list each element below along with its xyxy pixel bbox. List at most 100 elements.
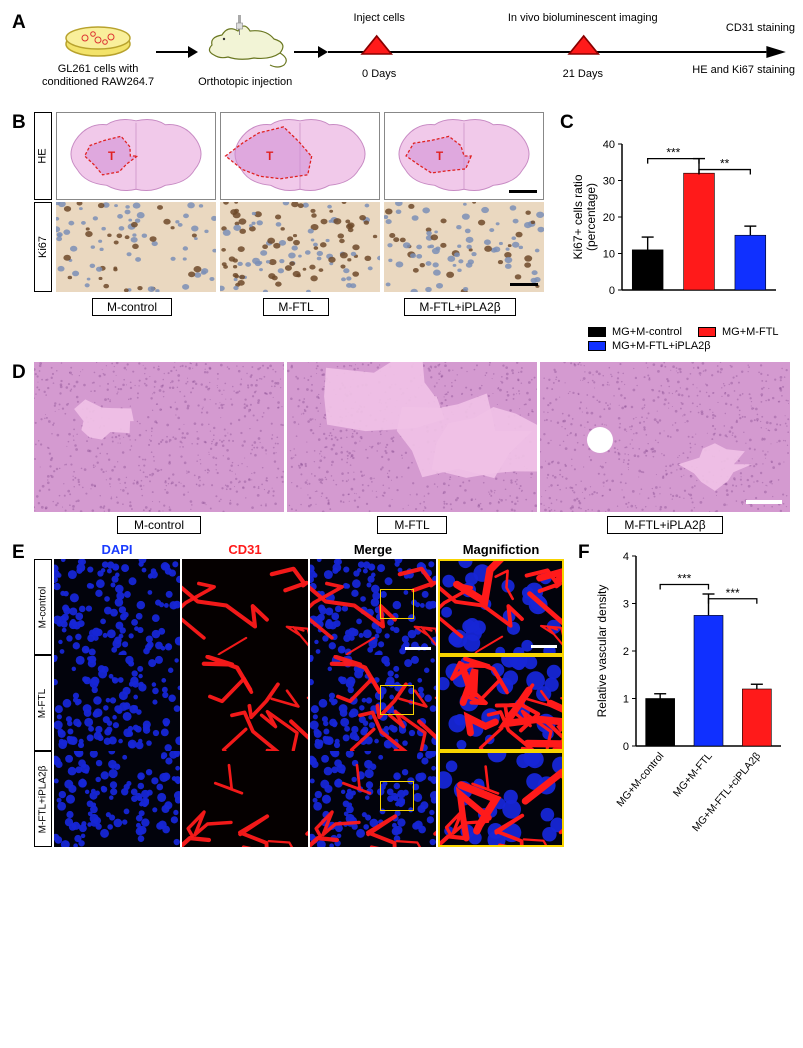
col-label: M-control <box>117 516 201 534</box>
zoom-box <box>380 685 414 715</box>
cd31-image <box>182 559 308 655</box>
svg-text:**: ** <box>720 157 730 171</box>
panel-f-chart: 0 1 2 3 4 Relative vascular density MG+M-contr… <box>592 542 787 842</box>
dapi-image <box>54 559 180 655</box>
zoom-box <box>380 781 414 811</box>
panel-e-row: M-FTL+iPLA2β <box>34 751 572 847</box>
svg-text:T: T <box>266 150 274 163</box>
legend-label: MG+M-FTL+iPLA2β <box>612 340 711 352</box>
svg-text:Relative vascular density: Relative vascular density <box>595 585 609 718</box>
he-necrosis-image <box>34 362 284 512</box>
panel-e: E DAPI CD31 Merge Magnifiction M-control… <box>12 542 572 847</box>
svg-text:4: 4 <box>623 551 629 563</box>
dapi-image <box>54 751 180 847</box>
petri-dish: GL261 cells withconditioned RAW264.7 <box>42 16 154 87</box>
svg-text:20: 20 <box>603 212 615 224</box>
panel-f-letter: F <box>578 542 590 564</box>
svg-text:Ki67+ cells ratio(percentage): Ki67+ cells ratio(percentage) <box>571 174 598 259</box>
dish-label: GL261 cells withconditioned RAW264.7 <box>42 63 154 87</box>
scalebar-icon <box>509 190 537 193</box>
timeline-right-top: CD31 staining <box>726 22 795 34</box>
he-image: T <box>384 112 544 200</box>
svg-text:2: 2 <box>623 646 629 658</box>
panel-d-letter: D <box>12 362 26 384</box>
col-header: CD31 <box>182 542 308 557</box>
timeline-right-bottom: HE and Ki67 staining <box>692 64 795 76</box>
panel-a-content: GL261 cells withconditioned RAW264.7 <box>42 12 791 92</box>
panel-c-letter: C <box>560 112 574 134</box>
panel-d-col-labels: M-control M-FTL M-FTL+iPLA2β <box>34 516 791 534</box>
svg-text:30: 30 <box>603 176 615 188</box>
scalebar-icon <box>531 645 557 648</box>
svg-text:T: T <box>108 150 116 163</box>
panel-b: B HE T T T Ki67 <box>12 112 552 316</box>
he-necrosis-image <box>540 362 790 512</box>
svg-text:1: 1 <box>623 694 629 706</box>
timeline: Inject cells 0 Days In vivo bioluminesce… <box>328 12 791 92</box>
magnification-image <box>438 559 564 655</box>
he-image: T <box>56 112 216 200</box>
svg-text:MG+M-control: MG+M-control <box>614 750 666 809</box>
panel-a: A GL261 cells withconditioned RAW264.7 <box>12 12 791 102</box>
ki67-image <box>220 202 380 292</box>
svg-text:0: 0 <box>609 285 615 297</box>
panel-e-row: M-control <box>34 559 572 655</box>
panel-d: D M-control M-FTL M-FTL+iPLA2β <box>12 362 791 534</box>
panel-b-row-ki67: Ki67 <box>34 202 552 292</box>
row-label: M-FTL+iPLA2β <box>34 751 52 847</box>
arrow-icon <box>292 42 328 62</box>
panel-e-row: M-FTL <box>34 655 572 751</box>
col-label: M-FTL+iPLA2β <box>607 516 722 534</box>
cd31-image <box>182 655 308 751</box>
he-necrosis-image <box>287 362 537 512</box>
col-label: M-FTL <box>377 516 446 534</box>
svg-text:***: *** <box>677 572 691 586</box>
timeline-inject-label: Inject cells <box>353 12 404 24</box>
panel-b-letter: B <box>12 112 26 134</box>
svg-text:MG+M-FTL: MG+M-FTL <box>671 750 715 799</box>
dapi-image <box>54 655 180 751</box>
mouse-icon <box>200 15 290 71</box>
timeline-inject-sub: 0 Days <box>362 68 396 80</box>
petri-dish-icon <box>63 16 133 58</box>
magnification-image <box>438 751 564 847</box>
merge-image <box>310 655 436 751</box>
row-label: M-control <box>34 559 52 655</box>
col-header: DAPI <box>54 542 180 557</box>
col-label: M-FTL+iPLA2β <box>404 298 515 316</box>
panel-b-row-he: HE T T T <box>34 112 552 200</box>
panel-c-legend: MG+M-control MG+M-FTL MG+M-FTL+iPLA2β <box>588 326 790 352</box>
timeline-imaging-sub: 21 Days <box>563 68 603 80</box>
he-image: T <box>220 112 380 200</box>
mouse-label: Orthotopic injection <box>198 76 292 88</box>
arrow-icon <box>154 42 198 62</box>
ki67-image <box>384 202 544 292</box>
panel-a-letter: A <box>12 12 26 34</box>
timeline-svg <box>328 12 791 92</box>
legend-label: MG+M-FTL <box>722 326 779 338</box>
scalebar-icon <box>510 283 538 286</box>
svg-text:0: 0 <box>623 741 629 753</box>
magnification-image <box>438 655 564 751</box>
panel-b-col-labels: M-control M-FTL M-FTL+iPLA2β <box>52 298 552 316</box>
svg-text:3: 3 <box>623 599 629 611</box>
scalebar-icon <box>405 647 431 650</box>
col-header: Merge <box>310 542 436 557</box>
col-label: M-FTL <box>263 298 328 316</box>
svg-text:T: T <box>436 150 444 163</box>
legend-label: MG+M-control <box>612 326 682 338</box>
svg-text:***: *** <box>666 146 680 160</box>
panel-f: F 0 1 2 3 4 Relative vascular density MG+M-con… <box>578 542 788 842</box>
panel-c-chart: 0 10 20 30 40 Ki67+ cells ratio(percentage) **… <box>574 112 784 322</box>
cd31-image <box>182 751 308 847</box>
svg-text:40: 40 <box>603 139 615 151</box>
timeline-imaging-label: In vivo bioluminescent imaging <box>508 12 658 24</box>
panel-c: C 0 10 20 30 40 Ki67+ cells ratio(percentage)… <box>560 112 790 354</box>
zoom-box <box>380 589 414 619</box>
ki67-image <box>56 202 216 292</box>
svg-text:10: 10 <box>603 249 615 261</box>
col-header: Magnifiction <box>438 542 564 557</box>
panel-e-headers: DAPI CD31 Merge Magnifiction <box>54 542 572 557</box>
merge-image <box>310 751 436 847</box>
scalebar-icon <box>746 500 782 504</box>
